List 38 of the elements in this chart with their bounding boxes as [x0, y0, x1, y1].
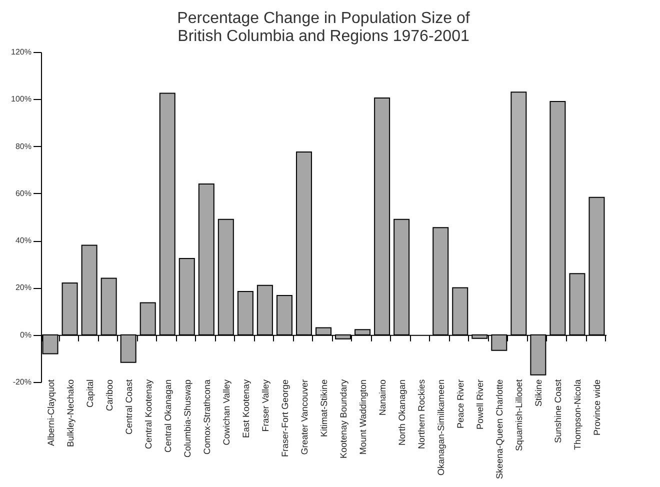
x-tick-label: Province wide: [592, 379, 602, 436]
x-tick-label: Central Okanagan: [162, 379, 173, 452]
x-tick-label: Comox-Strathcona: [202, 379, 212, 454]
x-tick-label: Greater Vancouver: [299, 379, 310, 455]
x-tick-label: Alberni-Clayquot: [46, 378, 56, 446]
x-tick-label: Cowichan Valley: [221, 378, 232, 446]
y-tick-label: -20%: [12, 378, 32, 386]
y-tick-label: 40%: [15, 236, 32, 246]
x-tick-label: Powell River: [475, 379, 486, 430]
y-tick-label: 100%: [11, 94, 32, 104]
x-tick-label: Cariboo: [104, 379, 114, 411]
y-tick-label: 0%: [20, 330, 32, 340]
x-tick-label: Stikine: [534, 379, 544, 406]
y-tick-label: 120%: [11, 48, 32, 56]
y-tick-label: 80%: [15, 142, 32, 151]
x-tick-label: Capital: [84, 379, 95, 408]
x-tick-label: Peace River: [456, 379, 466, 428]
x-tick-label: Mount Waddington: [358, 379, 368, 455]
x-tick-label: Okanagan-Similkameen: [436, 379, 446, 476]
x-tick-label: Squamish-Lillooet: [514, 378, 524, 451]
x-tick-label: Kootenay Boundary: [338, 378, 349, 458]
x-tick-label: Kitimat-Stikine: [319, 379, 329, 437]
y-tick-label: 20%: [15, 283, 32, 292]
x-tick-label: Northern Rockies: [416, 378, 427, 449]
x-tick-label: Columbia-Shuswap: [182, 379, 192, 458]
y-tick-label: 60%: [15, 188, 32, 198]
x-tick-label: Nanaimo: [378, 379, 388, 416]
x-tick-label: Thompson-Nicola: [572, 379, 583, 450]
x-tick-label: North Okanagan: [397, 379, 408, 446]
x-tick-label: Bulkley-Nechako: [65, 379, 76, 447]
x-tick-label: East Kootenay: [240, 378, 251, 438]
x-tick-label: Central Coast: [124, 378, 134, 434]
x-tick-label: Fraser Valley: [260, 378, 270, 432]
chart-title: Percentage Change in Population Size of British Columbia and Regions 1976-2001: [177, 10, 470, 45]
x-tick-label: Sunshine Coast: [553, 378, 564, 443]
x-tick-label: Central Kootenay: [143, 378, 154, 449]
x-tick-label: Skeena-Queen Charlotte: [494, 379, 505, 479]
x-tick-label: Fraser-Fort George: [280, 379, 290, 457]
